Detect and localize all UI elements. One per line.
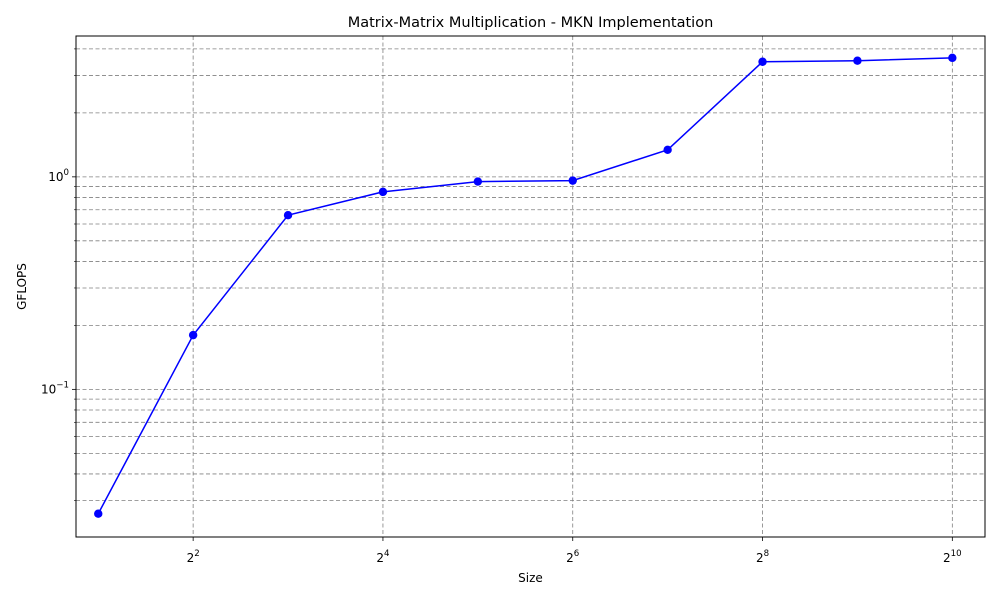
data-point xyxy=(473,177,483,186)
series-line xyxy=(97,57,953,515)
x-tick-label: 28 xyxy=(756,549,769,565)
data-point xyxy=(188,330,198,340)
x-tick-label: 22 xyxy=(187,549,200,565)
data-point xyxy=(378,187,388,197)
series-layer xyxy=(94,53,957,518)
y-tick-label: 100 xyxy=(48,168,69,184)
axis-ticks: 22 24 26 28 210 10−1 100 xyxy=(41,48,962,565)
plot-area-frame xyxy=(75,35,986,538)
y-axis-label: GFLOPS xyxy=(15,263,29,310)
grid-lines xyxy=(76,36,985,537)
chart-title: Matrix-Matrix Multiplication - MKN Imple… xyxy=(348,15,714,31)
data-point xyxy=(94,509,103,518)
data-point xyxy=(663,145,672,155)
data-point xyxy=(758,57,767,66)
data-point xyxy=(853,56,862,65)
data-point xyxy=(283,211,293,220)
x-axis-label: Size xyxy=(518,571,543,585)
y-tick-label: 10−1 xyxy=(41,380,69,396)
x-tick-label: 24 xyxy=(376,549,389,565)
x-tick-label: 210 xyxy=(943,549,962,565)
data-point xyxy=(568,176,577,185)
x-tick-label: 26 xyxy=(566,549,579,565)
data-point xyxy=(948,53,957,63)
